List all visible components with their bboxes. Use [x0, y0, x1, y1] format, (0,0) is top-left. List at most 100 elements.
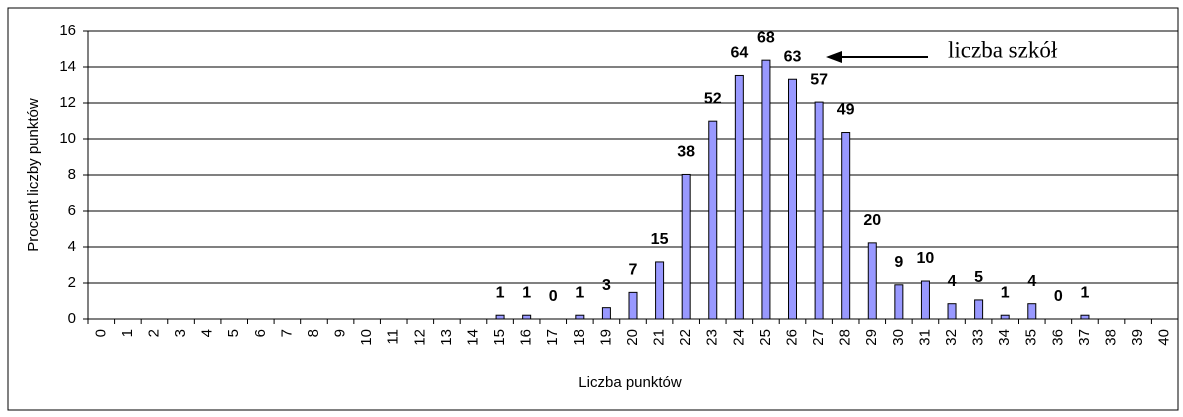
- bar: [628, 291, 638, 320]
- x-tick-label: 15: [491, 329, 508, 346]
- x-tick-label: 36: [1049, 329, 1066, 346]
- x-tick-label: 29: [863, 329, 880, 346]
- x-tick-label: 28: [837, 329, 854, 346]
- x-tick-label: 10: [358, 329, 375, 346]
- bar: [788, 78, 798, 320]
- data-label: 10: [917, 250, 935, 267]
- x-tick-label: 38: [1103, 329, 1120, 346]
- bar: [1027, 303, 1037, 320]
- data-label: 1: [575, 284, 584, 301]
- x-tick-label: 23: [704, 329, 721, 346]
- y-tick-label: 14: [59, 58, 76, 75]
- data-label: 68: [757, 29, 775, 46]
- x-tick-label: 32: [943, 329, 960, 346]
- y-tick-label: 6: [68, 202, 76, 219]
- chart-border: [7, 7, 1179, 411]
- y-tick-label: 10: [59, 130, 76, 147]
- x-tick-label: 5: [225, 329, 242, 337]
- x-tick-label: 4: [199, 329, 216, 337]
- x-tick-label: 21: [651, 329, 668, 346]
- data-label: 63: [784, 48, 802, 65]
- x-tick-label: 0: [92, 329, 109, 337]
- bar: [761, 59, 771, 320]
- x-tick-label: 11: [385, 329, 402, 345]
- x-tick-label: 27: [810, 329, 827, 346]
- bar: [974, 299, 984, 320]
- y-tick-label: 12: [59, 94, 76, 111]
- x-tick-label: 3: [172, 329, 189, 337]
- data-label: 0: [549, 288, 558, 305]
- x-tick-label: 2: [145, 329, 162, 337]
- bar: [947, 303, 957, 320]
- data-label: 1: [1080, 284, 1089, 301]
- x-tick-label: 7: [278, 329, 295, 337]
- data-label: 7: [629, 262, 638, 279]
- y-axis-label: Procent liczby punktów: [25, 98, 42, 252]
- bar: [867, 242, 877, 320]
- x-tick-label: 1: [119, 329, 136, 337]
- x-axis-label: Liczba punktów: [578, 374, 682, 391]
- x-tick-label: 14: [464, 329, 481, 346]
- y-tick-label: 4: [68, 238, 76, 255]
- x-tick-label: 39: [1129, 329, 1146, 346]
- x-tick-label: 37: [1076, 329, 1093, 346]
- x-tick-label: 26: [783, 329, 800, 346]
- x-tick-label: 30: [890, 329, 907, 346]
- arrow-head: [826, 51, 842, 63]
- data-label: 0: [1054, 288, 1063, 305]
- bar: [894, 284, 904, 320]
- x-tick-label: 20: [624, 329, 641, 346]
- data-label: 15: [651, 231, 669, 248]
- data-label: 1: [496, 284, 505, 301]
- x-tick-label: 22: [677, 329, 694, 346]
- x-tick-label: 34: [996, 329, 1013, 346]
- x-tick-label: 12: [411, 329, 428, 346]
- x-tick-label: 24: [730, 329, 747, 346]
- x-tick-label: 18: [571, 329, 588, 346]
- data-label: 5: [974, 269, 983, 286]
- x-tick-label: 25: [757, 329, 774, 346]
- y-tick-label: 16: [59, 22, 76, 39]
- annotation: liczba szkół: [948, 37, 1058, 62]
- x-tick-label: 31: [916, 329, 933, 346]
- data-label: 20: [863, 212, 881, 229]
- bar: [1080, 314, 1090, 320]
- data-label: 52: [704, 90, 722, 107]
- y-tick-label: 0: [68, 310, 76, 327]
- x-tick-label: 17: [544, 329, 561, 346]
- bar: [655, 261, 665, 320]
- data-label: 57: [810, 71, 828, 88]
- data-label: 1: [1001, 284, 1010, 301]
- y-tick-label: 2: [68, 274, 76, 291]
- bar: [575, 314, 585, 320]
- data-label: 4: [1027, 273, 1036, 290]
- x-tick-label: 35: [1023, 329, 1040, 346]
- data-label: 49: [837, 102, 855, 119]
- data-label: 38: [677, 144, 695, 161]
- x-tick-label: 33: [970, 329, 987, 346]
- bar: [920, 280, 930, 320]
- data-label: 3: [602, 277, 611, 294]
- x-tick-label: 19: [597, 329, 614, 346]
- data-label: 4: [948, 273, 957, 290]
- x-tick-label: 9: [332, 329, 349, 337]
- bar: [708, 120, 718, 320]
- bar: [601, 307, 611, 320]
- bar: [734, 74, 744, 320]
- x-tick-label: 6: [252, 329, 269, 337]
- bar: [495, 314, 505, 320]
- bar: [814, 101, 824, 320]
- data-label: 9: [894, 254, 903, 271]
- x-tick-label: 13: [438, 329, 455, 346]
- data-label: 64: [730, 45, 748, 62]
- y-tick-label: 8: [68, 166, 76, 183]
- bar: [681, 173, 691, 320]
- x-tick-label: 40: [1156, 329, 1173, 346]
- bar: [841, 132, 851, 320]
- bar: [522, 314, 532, 320]
- data-label: 1: [522, 284, 531, 301]
- x-tick-label: 16: [518, 329, 535, 346]
- bar: [1000, 314, 1010, 320]
- x-tick-label: 8: [305, 329, 322, 337]
